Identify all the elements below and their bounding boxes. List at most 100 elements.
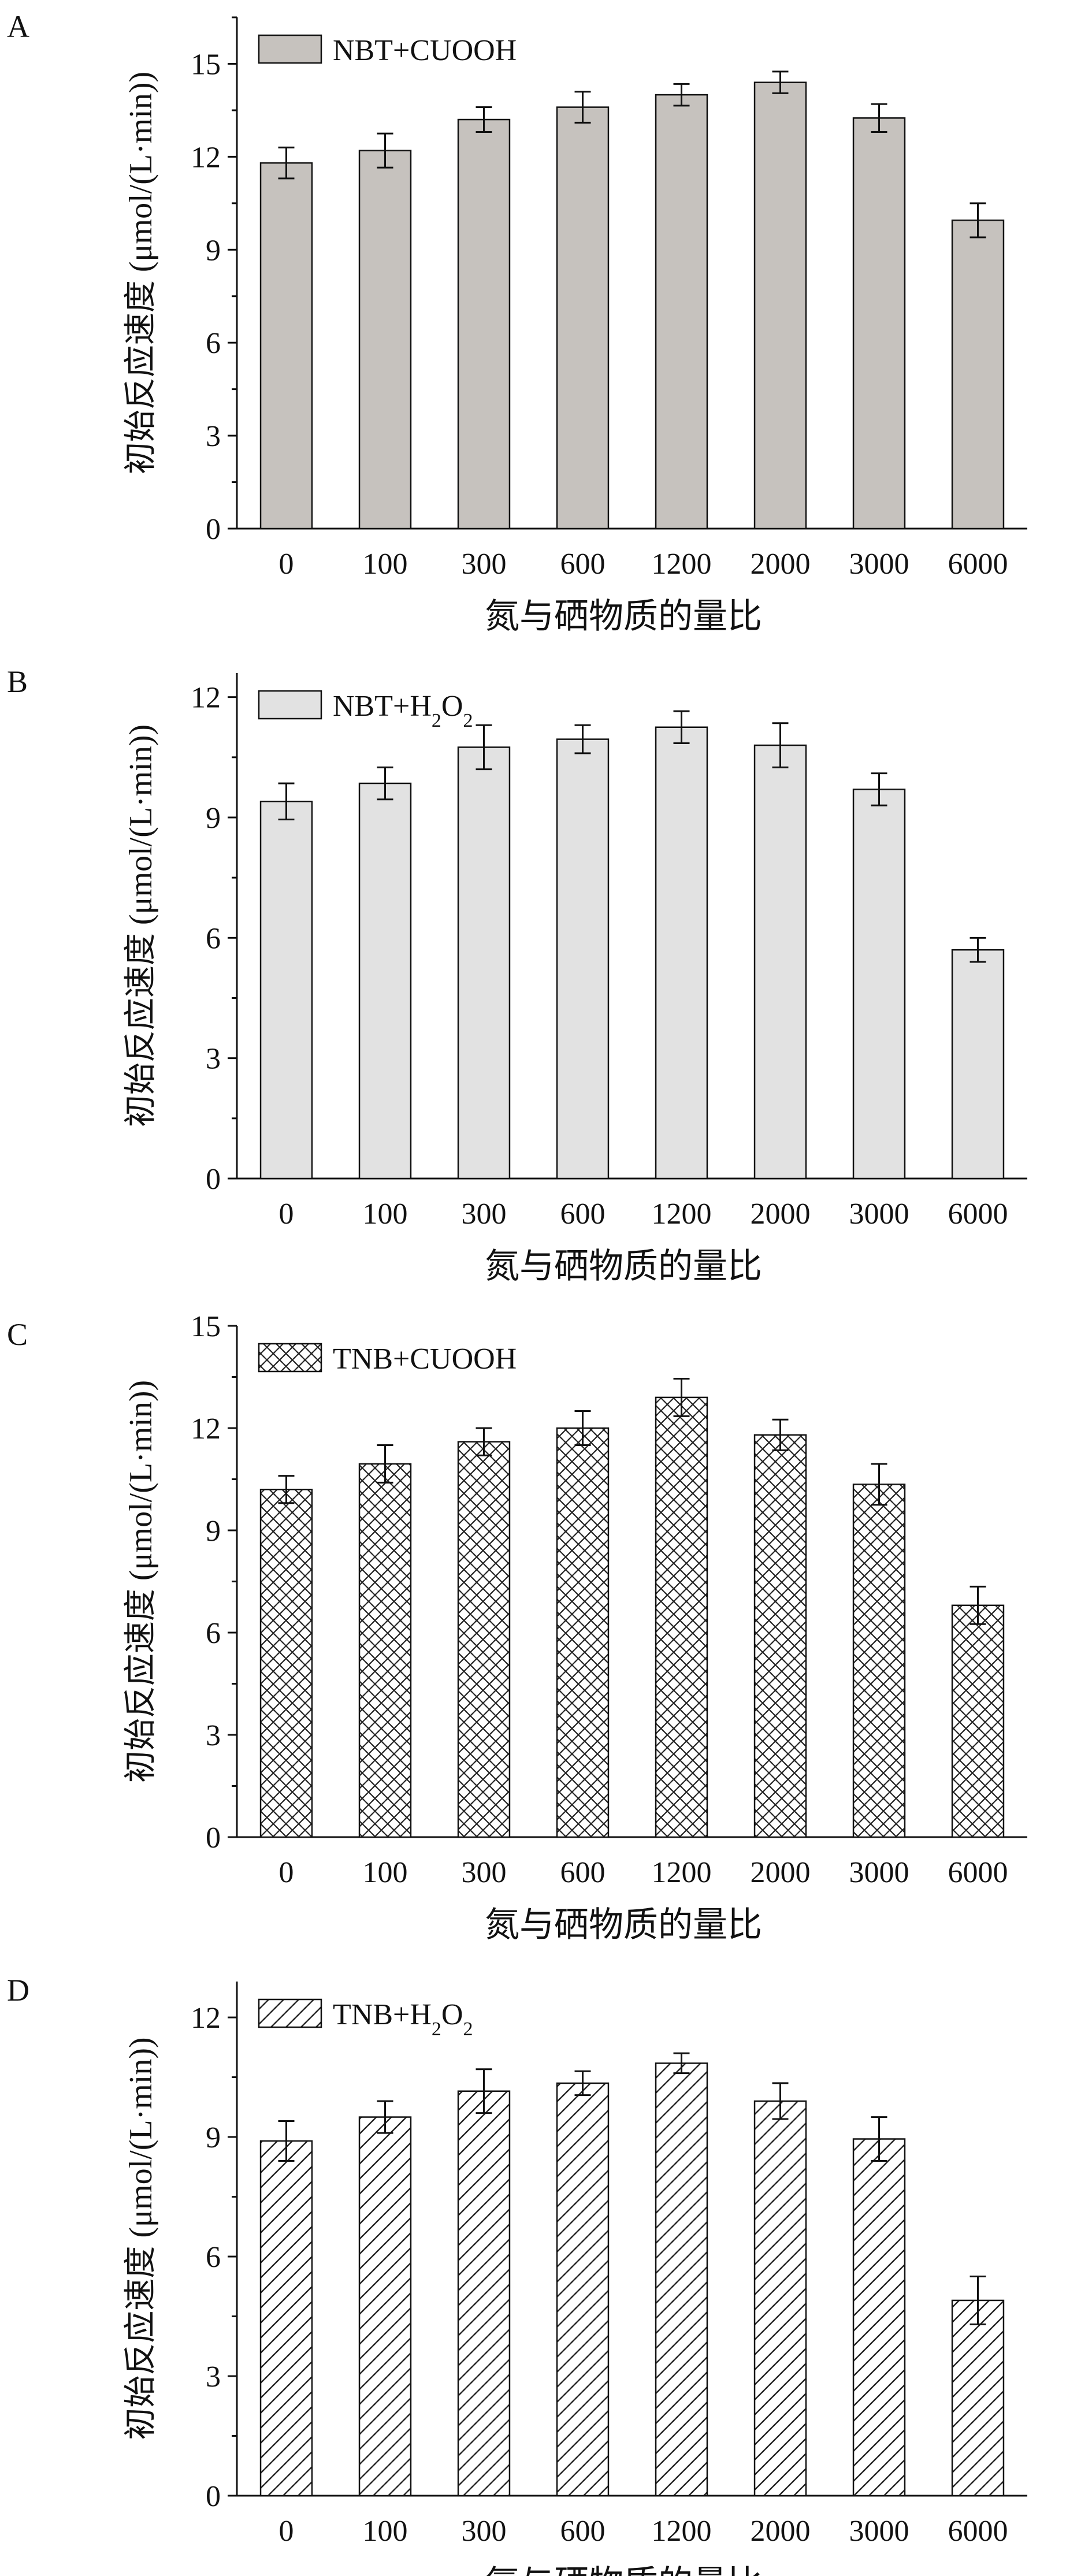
chart-panel-a: A 0 3 6 9 12 15 0 100 300 600 1200 2000 3000 6000 氮与硒物质… [7,9,1027,635]
bar [556,738,610,1180]
legend-label: NBT+H2O2 [333,690,473,731]
y-tick-label: 0 [206,2480,221,2513]
x-axis-title: 氮与硒物质的量比 [485,597,762,635]
x-tick-label: 6000 [948,548,1008,581]
legend-swatch [258,1343,322,1373]
x-tick-label: 100 [363,548,408,581]
y-axis-title: 初始反应速度 (μmol/(L·min)) [123,2037,159,2440]
bar [457,1441,511,1838]
x-axis-title: 氮与硒物质的量比 [485,1906,762,1944]
x-tick-label: 300 [462,2515,507,2548]
x-tick-label: 3000 [849,548,909,581]
y-tick-label: 9 [206,2121,221,2154]
chart-panel-d: D 0 3 6 9 12 0 100 300 600 1200 2000 3000 6000 氮与硒物质的量… [7,1973,1027,2576]
bar [358,1463,412,1838]
panel-label: A [7,9,29,44]
x-tick-label: 6000 [948,1856,1008,1889]
x-tick-label: 2000 [751,548,811,581]
x-tick-label: 1200 [652,1198,712,1231]
y-tick-label: 3 [206,1043,221,1076]
legend-swatch [258,690,322,720]
bar [457,2090,511,2497]
bar [556,2082,610,2497]
panel-label: C [7,1317,28,1352]
bar [951,2299,1005,2497]
y-tick-label: 12 [191,682,221,715]
y-tick-label: 6 [206,1617,221,1650]
x-tick-label: 0 [279,1198,294,1231]
panel-label: D [7,1973,29,2008]
bar [259,1488,313,1838]
y-tick-label: 12 [191,2002,221,2035]
x-tick-label: 0 [279,548,294,581]
bar [259,162,313,530]
x-tick-label: 6000 [948,1198,1008,1231]
bar [852,117,906,530]
x-tick-label: 3000 [849,2515,909,2548]
x-tick-label: 3000 [849,1856,909,1889]
y-axis-title: 初始反应速度 (μmol/(L·min)) [123,1380,159,1783]
bar [358,2116,412,2497]
y-tick-label: 3 [206,420,221,453]
chart-panel-c: C 0 3 6 9 12 15 0 100 300 600 1200 2000 3000 6000 氮与硒物质… [7,1310,1027,1944]
bar [951,1604,1005,1838]
x-tick-label: 300 [462,1198,507,1231]
y-tick-label: 0 [206,513,221,546]
x-tick-label: 100 [363,1856,408,1889]
x-tick-label: 100 [363,2515,408,2548]
bar [358,150,412,530]
x-tick-label: 0 [279,1856,294,1889]
x-tick-label: 1200 [652,2515,712,2548]
legend-label: TNB+H2O2 [333,1998,473,2040]
x-tick-label: 2000 [751,2515,811,2548]
x-axis-title: 氮与硒物质的量比 [485,1247,762,1285]
y-tick-label: 6 [206,2241,221,2274]
x-tick-label: 1200 [652,548,712,581]
y-tick-label: 6 [206,922,221,955]
x-tick-label: 600 [560,1198,606,1231]
bar [556,1427,610,1838]
bar [457,118,511,530]
bar [259,2140,313,2497]
y-tick-label: 0 [206,1163,221,1196]
y-tick-label: 15 [191,48,221,81]
bar [951,220,1005,530]
y-tick-label: 3 [206,2361,221,2393]
x-tick-label: 0 [279,2515,294,2548]
y-axis-title: 初始反应速度 (μmol/(L·min)) [123,724,159,1127]
bar [951,949,1005,1180]
x-tick-label: 300 [462,1856,507,1889]
y-tick-label: 12 [191,1412,221,1445]
y-axis-title: 初始反应速度 (μmol/(L·min)) [123,72,159,474]
bar [753,744,807,1180]
y-tick-label: 6 [206,327,221,360]
y-tick-label: 0 [206,1822,221,1854]
legend-label: TNB+CUOOH [333,1343,517,1376]
bar [753,2100,807,2497]
bar [457,746,511,1180]
x-tick-label: 2000 [751,1856,811,1889]
y-tick-label: 9 [206,234,221,267]
bar [852,2138,906,2497]
y-tick-label: 3 [206,1719,221,1752]
bar [259,800,313,1180]
y-tick-label: 9 [206,1515,221,1548]
bar [655,1396,708,1838]
x-tick-label: 600 [560,548,606,581]
x-tick-label: 100 [363,1198,408,1231]
bar [655,94,708,530]
x-tick-label: 600 [560,1856,606,1889]
legend-swatch [258,1998,322,2028]
legend-label: NBT+CUOOH [333,34,517,67]
bar [852,789,906,1180]
x-tick-label: 6000 [948,2515,1008,2548]
chart-panel-b: B 0 3 6 9 12 0 100 300 600 1200 2000 3000 6000 氮与硒物质的量… [7,664,1027,1285]
y-tick-label: 12 [191,141,221,174]
x-tick-label: 1200 [652,1856,712,1889]
x-tick-label: 600 [560,2515,606,2548]
y-tick-label: 9 [206,802,221,835]
bar [556,106,610,530]
x-tick-label: 300 [462,548,507,581]
